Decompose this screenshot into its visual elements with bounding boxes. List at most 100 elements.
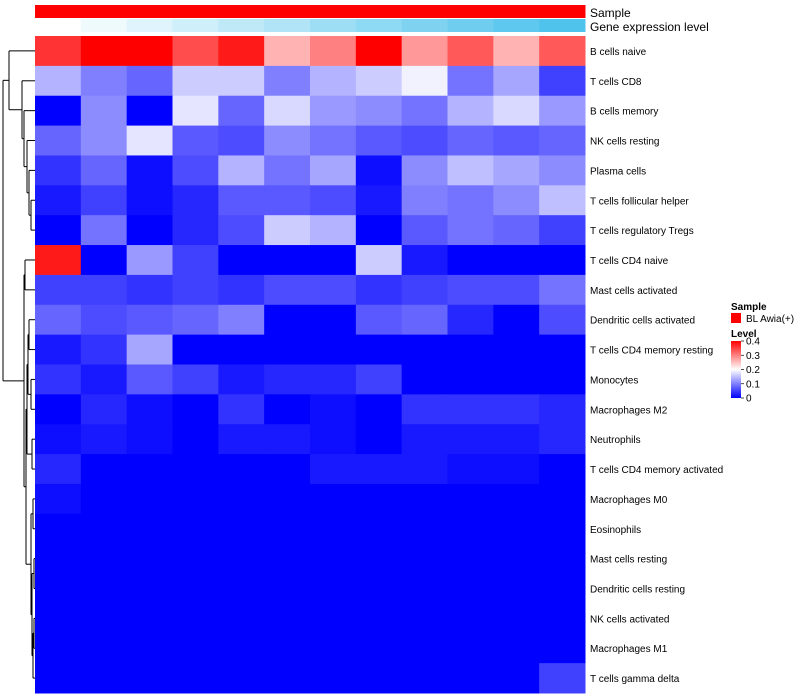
- heatmap-cell: [355, 424, 403, 455]
- row-label: T cells follicular helper: [590, 196, 689, 207]
- legend-sample-entry: BL Awia(+): [746, 314, 794, 325]
- heatmap-cell: [493, 274, 540, 306]
- heatmap-cell: [355, 274, 403, 306]
- heatmap-cell: [447, 245, 494, 276]
- expression-annotation-cell: [172, 19, 219, 32]
- heatmap-cell: [35, 125, 82, 156]
- heatmap-cell: [447, 65, 494, 97]
- row-label: NK cells resting: [590, 137, 659, 148]
- heatmap-cell: [172, 663, 219, 694]
- heatmap-cell: [493, 424, 540, 455]
- heatmap-cell: [264, 95, 311, 127]
- heatmap-cell: [264, 215, 311, 246]
- row-label: Neutrophils: [590, 435, 641, 446]
- heatmap-cell: [172, 543, 219, 575]
- heatmap-cell: [35, 573, 82, 604]
- heatmap-cell: [493, 95, 540, 127]
- heatmap-cell: [35, 215, 82, 246]
- heatmap-cell: [310, 304, 357, 336]
- heatmap-cell: [539, 633, 586, 664]
- heatmap-cell: [401, 513, 448, 545]
- heatmap-cell: [264, 334, 311, 365]
- heatmap-cell: [310, 663, 357, 694]
- heatmap-cell: [355, 483, 403, 515]
- heatmap-cell: [310, 364, 357, 395]
- heatmap-cell: [35, 274, 82, 306]
- heatmap-cell: [218, 185, 265, 216]
- heatmap-cell: [493, 454, 540, 485]
- heatmap-cell: [493, 65, 540, 97]
- heatmap-cell: [264, 573, 311, 604]
- heatmap-cell: [401, 483, 448, 515]
- heatmap-cell: [218, 125, 265, 156]
- heatmap-cell: [35, 454, 82, 485]
- row-label: T cells CD4 memory activated: [590, 465, 723, 476]
- heatmap-cell: [172, 36, 219, 67]
- heatmap-cell: [447, 274, 494, 306]
- heatmap-cell: [80, 95, 128, 127]
- heatmap-cell: [355, 663, 403, 694]
- legend-level-ticks: 0.4 0.3 0.2 0.1 0: [741, 337, 760, 405]
- sample-annotation-cell: [493, 5, 540, 18]
- heatmap-cell: [126, 215, 173, 246]
- heatmap-cell: [447, 454, 494, 485]
- heatmap-cell: [310, 454, 357, 485]
- heatmap-cell: [447, 334, 494, 365]
- heatmap-cell: [355, 334, 403, 365]
- heatmap-cell: [447, 543, 494, 575]
- heatmap-cell: [80, 663, 128, 694]
- heatmap-cell: [539, 364, 586, 395]
- expression-annotation-cell: [126, 19, 173, 32]
- heatmap-cell: [401, 155, 448, 186]
- heatmap-cell: [310, 394, 357, 425]
- heatmap-cell: [35, 663, 82, 694]
- sample-annotation-cell: [447, 5, 494, 18]
- heatmap-cell: [493, 185, 540, 216]
- expression-annotation-cell: [218, 19, 265, 32]
- row-label: Macrophages M2: [590, 405, 668, 416]
- row-label: Mast cells activated: [590, 286, 677, 297]
- heatmap-cell: [539, 95, 586, 127]
- heatmap-cell: [447, 603, 494, 634]
- heatmap-cell: [310, 603, 357, 634]
- heatmap-cell: [80, 215, 128, 246]
- heatmap-cell: [355, 245, 403, 276]
- heatmap-cell: [447, 364, 494, 395]
- heatmap-cell: [35, 36, 82, 67]
- heatmap-cell: [35, 633, 82, 664]
- heatmap-cell: [310, 424, 357, 455]
- heatmap-cell: [218, 663, 265, 694]
- heatmap-cell: [172, 65, 219, 97]
- heatmap-cell: [539, 245, 586, 276]
- heatmap-cell: [493, 155, 540, 186]
- heatmap-cell: [218, 543, 265, 575]
- heatmap-cell: [310, 513, 357, 545]
- heatmap-cell: [401, 454, 448, 485]
- heatmap-cell: [310, 95, 357, 127]
- heatmap-cell: [218, 215, 265, 246]
- heatmap-cell: [218, 364, 265, 395]
- sample-annotation-cell: [172, 5, 219, 18]
- heatmap-cell: [218, 483, 265, 515]
- heatmap-cell: [401, 274, 448, 306]
- heatmap-cell: [264, 603, 311, 634]
- heatmap-cell: [539, 663, 586, 694]
- row-label: NK cells activated: [590, 614, 669, 625]
- heatmap-cell: [401, 633, 448, 664]
- expression-annotation-cell: [80, 19, 128, 32]
- heatmap-cell: [310, 633, 357, 664]
- gene-expression-track-label: Gene expression level: [590, 20, 709, 34]
- heatmap-cell: [539, 573, 586, 604]
- heatmap-cell: [172, 603, 219, 634]
- legend-level-tick-label: 0.4: [746, 337, 760, 348]
- heatmap-cell: [80, 483, 128, 515]
- row-label: Plasma cells: [590, 166, 646, 177]
- heatmap-cell: [447, 125, 494, 156]
- legend: Sample BL Awia(+) Level 0.4 0.3 0.2 0.1 0: [731, 302, 794, 405]
- heatmap-cell: [264, 274, 311, 306]
- heatmap-cell: [447, 155, 494, 186]
- heatmap-cell: [126, 245, 173, 276]
- heatmap-cell: [35, 543, 82, 575]
- row-label: T cells CD4 memory resting: [590, 346, 713, 357]
- heatmap-cell: [539, 424, 586, 455]
